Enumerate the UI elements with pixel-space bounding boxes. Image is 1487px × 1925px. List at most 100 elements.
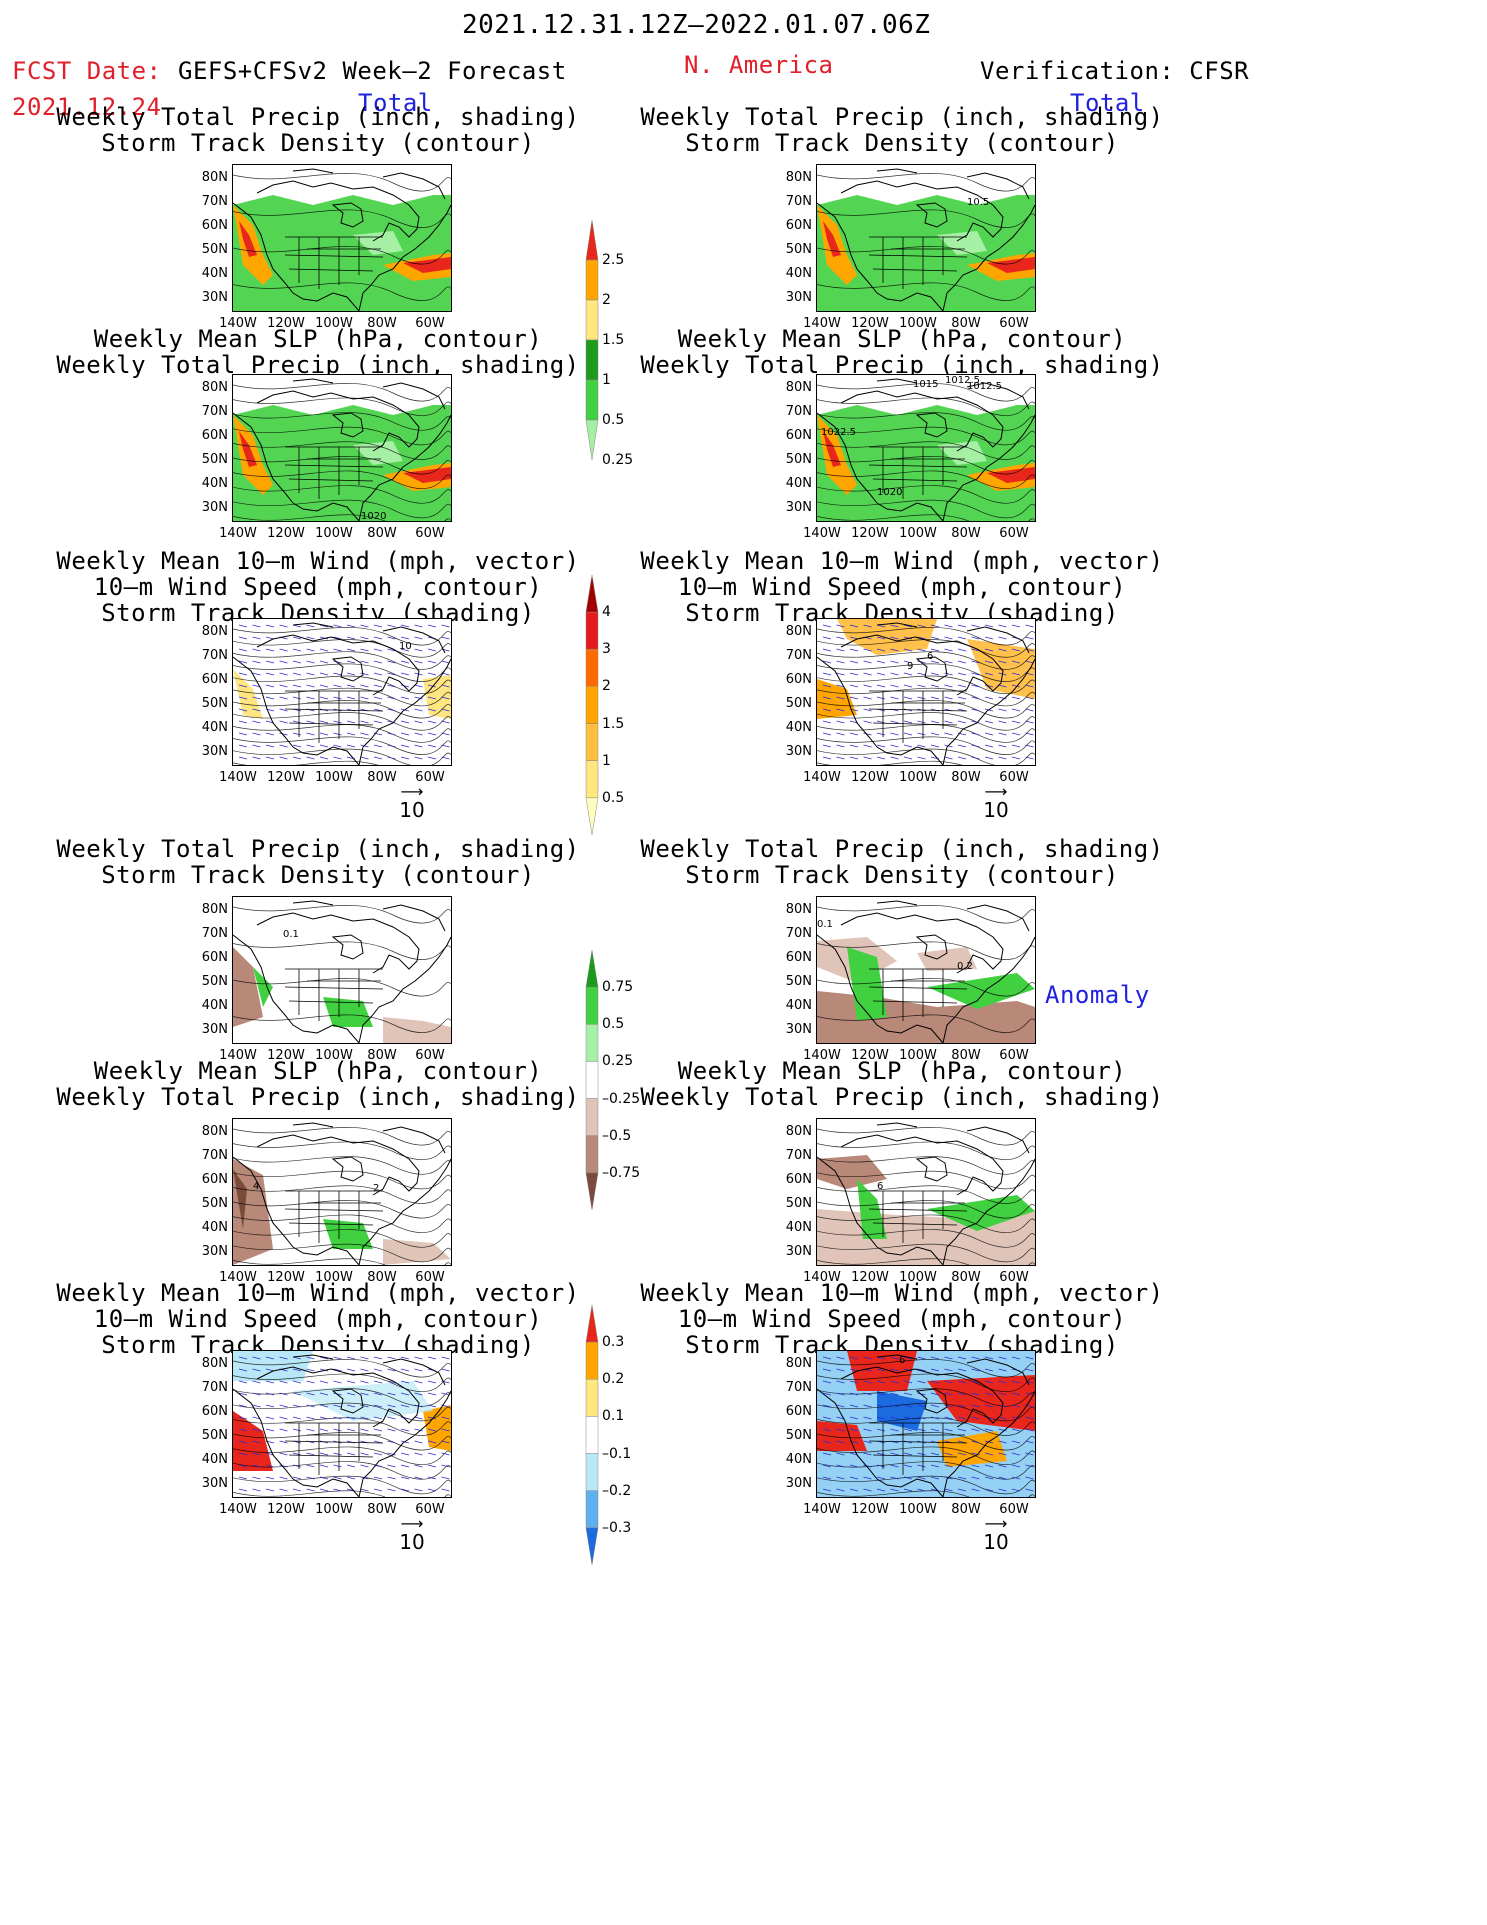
contour-label: 10.5 (967, 197, 989, 208)
vector-reference: ⟶ 10 (399, 1514, 425, 1555)
panel-title: 10–m Wind Speed (mph, contour) (677, 573, 1127, 601)
lat-tick-label: 70N (201, 404, 228, 419)
lat-tick-label: 30N (201, 290, 228, 305)
colorbar-swatch (585, 1024, 599, 1062)
contour-label: 1020 (361, 511, 386, 521)
section-total-left: Total (358, 89, 433, 117)
lat-tick-label: 70N (201, 648, 228, 663)
colorbar-swatch (585, 574, 599, 613)
lat-tick-label: 80N (785, 1124, 812, 1139)
lon-tick-label: 80W (367, 1502, 397, 1517)
lon-tick-label: 100W (315, 1502, 353, 1517)
colorbar-label: 3 (602, 641, 611, 658)
lat-tick-label: 40N (785, 998, 812, 1013)
lat-tick-label: 80N (201, 1356, 228, 1371)
lon-tick-label: 100W (899, 526, 937, 541)
lon-tick-label: 140W (803, 770, 841, 785)
colorbar-swatch (585, 299, 599, 341)
colorbar-label: 2 (602, 292, 611, 308)
lon-tick-label: 100W (899, 1270, 937, 1285)
lon-tick-label: 100W (899, 316, 937, 331)
colorbar-swatch (585, 723, 599, 761)
lon-tick-label: 140W (803, 1270, 841, 1285)
colorbar-label: –0.75 (602, 1164, 641, 1181)
lat-tick-label: 40N (201, 1220, 228, 1235)
contour-label: 9 (907, 661, 913, 672)
lat-tick-label: 60N (201, 428, 228, 443)
lon-tick-label: 140W (803, 316, 841, 331)
section-total-right: Total (1070, 89, 1145, 117)
lat-tick-label: 70N (785, 926, 812, 941)
panel-title: 10–m Wind Speed (mph, contour) (93, 573, 543, 601)
lon-tick-label: 120W (267, 1502, 305, 1517)
colorbar-swatch (585, 259, 599, 301)
region-label: N. America (684, 51, 834, 79)
lat-tick-label: 70N (785, 404, 812, 419)
lat-tick-label: 40N (201, 720, 228, 735)
lon-tick-label: 60W (415, 1048, 445, 1063)
lat-tick-label: 80N (201, 902, 228, 917)
colorbar-swatch (585, 1304, 599, 1343)
panel-title: Weekly Mean SLP (hPa, contour) (93, 1057, 543, 1085)
colorbar-swatch (585, 686, 599, 724)
colorbar-label: –0.5 (602, 1127, 632, 1144)
lat-tick-label: 50N (201, 242, 228, 257)
model-label: GEFS+CFSv2 Week–2 Forecast (178, 57, 567, 85)
lon-tick-label: 120W (267, 1048, 305, 1063)
lon-tick-label: 100W (315, 1048, 353, 1063)
map-total-precip-storm (232, 164, 452, 312)
map-anomaly-precip-storm: 0.1 0.2 (816, 896, 1036, 1044)
lon-tick-label: 120W (267, 770, 305, 785)
colorbar-swatch (585, 760, 599, 799)
lat-tick-label: 60N (201, 1404, 228, 1419)
lon-tick-label: 80W (367, 770, 397, 785)
lon-tick-label: 100W (315, 1270, 353, 1285)
lon-tick-label: 60W (415, 1502, 445, 1517)
lat-tick-label: 30N (785, 1244, 812, 1259)
lon-tick-label: 100W (899, 1048, 937, 1063)
lon-tick-label: 100W (899, 1502, 937, 1517)
lat-tick-label: 50N (785, 974, 812, 989)
lat-tick-label: 50N (201, 1196, 228, 1211)
panel-title: Weekly Total Precip (inch, shading) (640, 1083, 1164, 1111)
panel-title: Weekly Mean 10–m Wind (mph, vector) (56, 1279, 580, 1307)
lon-tick-label: 80W (367, 1270, 397, 1285)
colorbar-label: –0.1 (602, 1445, 632, 1462)
colorbar-label: 0.75 (602, 979, 634, 996)
panel-title: Weekly Mean 10–m Wind (mph, vector) (640, 547, 1164, 575)
colorbar-swatch (585, 379, 599, 421)
lat-tick-label: 40N (201, 1452, 228, 1467)
lon-tick-label: 140W (803, 526, 841, 541)
panel-title: Storm Track Density (contour) (685, 861, 1119, 889)
lon-tick-label: 140W (219, 316, 257, 331)
lat-tick-label: 50N (201, 1428, 228, 1443)
lon-tick-label: 140W (219, 1502, 257, 1517)
lat-tick-label: 40N (785, 1452, 812, 1467)
contour-label: 4 (253, 1181, 259, 1192)
lat-tick-label: 80N (785, 170, 812, 185)
lon-tick-label: 80W (951, 526, 981, 541)
lat-tick-label: 30N (201, 1476, 228, 1491)
colorbar-precip-total (580, 200, 820, 480)
lat-tick-label: 30N (785, 1022, 812, 1037)
lon-tick-label: 80W (367, 1048, 397, 1063)
lon-tick-label: 80W (367, 526, 397, 541)
lon-tick-label: 60W (999, 526, 1029, 541)
lat-tick-label: 80N (201, 380, 228, 395)
lat-tick-label: 80N (201, 1124, 228, 1139)
lat-tick-label: 40N (785, 1220, 812, 1235)
lat-tick-label: 60N (201, 672, 228, 687)
lat-tick-label: 30N (785, 290, 812, 305)
lat-tick-label: 70N (785, 194, 812, 209)
lon-tick-label: 140W (803, 1048, 841, 1063)
lat-tick-label: 70N (785, 1148, 812, 1163)
lat-tick-label: 40N (201, 476, 228, 491)
lon-tick-label: 60W (415, 316, 445, 331)
lon-tick-label: 60W (999, 1502, 1029, 1517)
panel-title: Weekly Mean SLP (hPa, contour) (677, 1057, 1127, 1085)
colorbar-swatch (585, 1098, 599, 1136)
lon-tick-label: 60W (415, 770, 445, 785)
contour-label: 1022.5 (821, 427, 856, 438)
colorbar-label: 0.5 (602, 789, 625, 806)
panel-title: 10–m Wind Speed (mph, contour) (93, 1305, 543, 1333)
